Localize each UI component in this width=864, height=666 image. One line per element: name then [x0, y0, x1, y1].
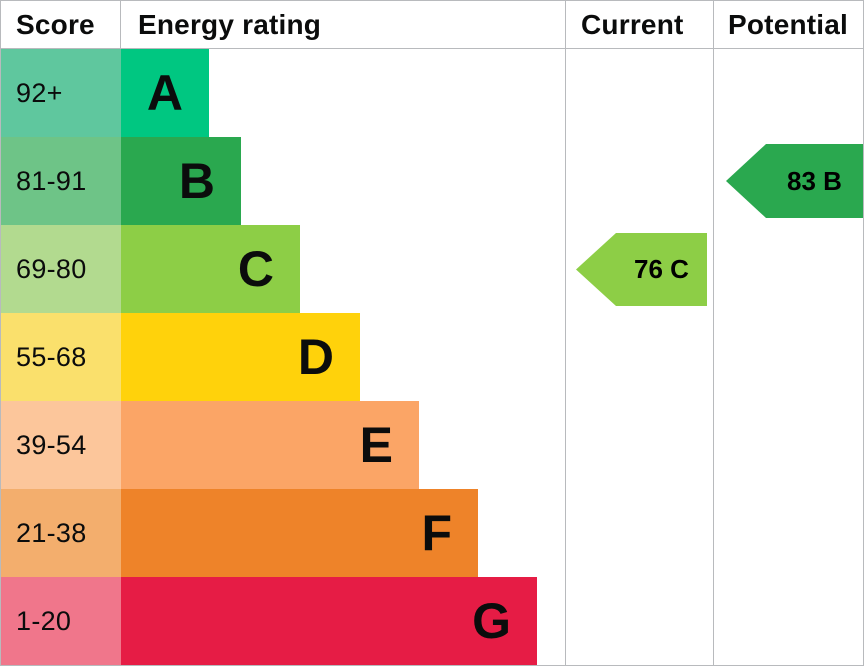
header-score: Score	[16, 8, 95, 40]
band-score-range: 92+	[1, 49, 121, 137]
band-letter: E	[359, 417, 393, 473]
band-letter: F	[421, 505, 452, 561]
band-bar: A	[121, 49, 209, 137]
current-column-divider	[565, 1, 566, 665]
band-letter: A	[146, 65, 183, 121]
score-column-divider	[120, 1, 121, 48]
table-header: Score Energy rating Current Potential	[1, 1, 863, 49]
band-row: 69-80 C	[1, 225, 863, 313]
header-potential: Potential	[728, 8, 849, 40]
band-row: 1-20 G	[1, 577, 863, 665]
band-score-range: 81-91	[1, 137, 121, 225]
band-bar: F	[121, 489, 478, 577]
band-score-range: 55-68	[1, 313, 121, 401]
header-energy-rating: Energy rating	[138, 8, 322, 40]
band-row: 39-54 E	[1, 401, 863, 489]
band-bar: E	[121, 401, 419, 489]
band-score-range: 21-38	[1, 489, 121, 577]
band-letter: G	[472, 593, 511, 649]
band-bar: G	[121, 577, 537, 665]
band-bar: B	[121, 137, 241, 225]
band-row: 81-91 B	[1, 137, 863, 225]
header-current: Current	[581, 8, 684, 40]
band-row: 55-68 D	[1, 313, 863, 401]
band-score-range: 1-20	[1, 577, 121, 665]
band-letter: D	[297, 329, 334, 385]
band-rows: 92+ A 81-91 B 69-80 C 55-68 D 39-54 E 21-38 F 1-20 G	[1, 49, 863, 665]
band-bar: C	[121, 225, 300, 313]
band-row: 92+ A	[1, 49, 863, 137]
current-rating-label: 76 C	[634, 254, 689, 284]
band-letter: B	[178, 153, 215, 209]
band-row: 21-38 F	[1, 489, 863, 577]
potential-rating-label: 83 B	[787, 165, 842, 196]
band-score-range: 39-54	[1, 401, 121, 489]
band-score-range: 69-80	[1, 225, 121, 313]
band-bar: D	[121, 313, 360, 401]
band-letter: C	[237, 241, 274, 297]
potential-column-divider	[713, 1, 714, 665]
